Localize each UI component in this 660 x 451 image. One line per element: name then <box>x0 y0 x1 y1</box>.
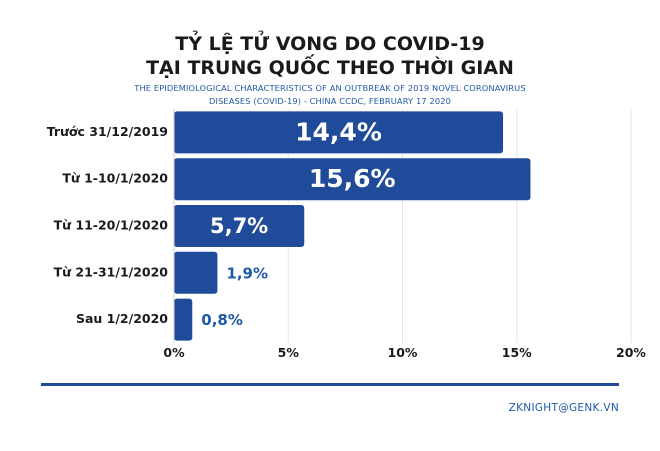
bar <box>174 111 504 154</box>
chart-subtitle-line-1: THE EPIDEMIOLOGICAL CHARACTERISTICS OF A… <box>134 83 526 93</box>
bar <box>174 158 531 201</box>
category-label: Sau 1/2/2020 <box>76 311 168 326</box>
data-label: 0,8% <box>201 311 243 329</box>
x-tick-label: 5% <box>278 345 300 360</box>
credit-text: ZKNIGHT@GENK.VN <box>508 402 619 414</box>
category-label: Từ 11-20/1/2020 <box>54 218 169 233</box>
bar <box>174 251 218 294</box>
data-label: 1,9% <box>226 264 268 282</box>
bar <box>174 205 305 247</box>
category-label: Từ 21-31/1/2020 <box>54 264 169 279</box>
category-label: Trước 31/12/2019 <box>47 124 168 139</box>
data-label: 5,7% <box>210 214 268 238</box>
x-tick-label: 0% <box>163 345 185 360</box>
x-tick-label: 20% <box>616 345 646 360</box>
data-label: 14,4% <box>295 117 382 146</box>
x-tick-label: 15% <box>502 345 532 360</box>
category-label: Từ 1-10/1/2020 <box>62 171 168 186</box>
bar-chart: Trước 31/12/2019 14,4% Từ 1-10/1/2020 15,6%… <box>47 109 646 360</box>
chart-title-line-1: TỶ LỆ TỬ VONG DO COVID-19 <box>175 33 485 55</box>
chart-subtitle-line-2: DISEASES (COVID-19) - CHINA CCDC, FEBRUA… <box>209 96 451 106</box>
bar <box>174 298 193 341</box>
footer-divider <box>41 383 619 386</box>
data-label: 15,6% <box>309 164 396 193</box>
x-tick-label: 10% <box>388 345 418 360</box>
chart-title-line-2: TẠI TRUNG QUỐC THEO THỜI GIAN <box>146 57 514 79</box>
